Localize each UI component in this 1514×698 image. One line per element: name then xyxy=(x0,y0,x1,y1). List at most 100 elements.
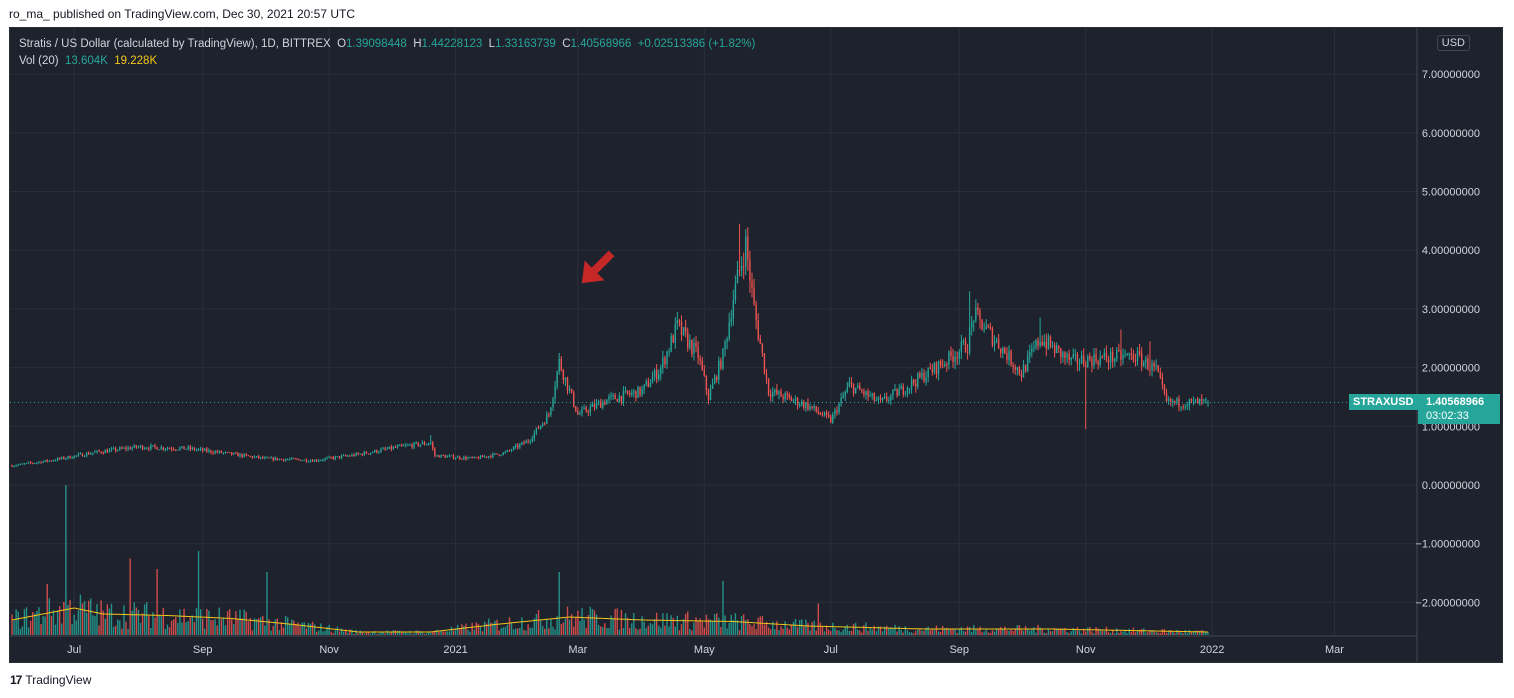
candle-body xyxy=(326,457,328,459)
candle-body xyxy=(347,455,349,457)
candle-body xyxy=(881,397,884,400)
volume-bar xyxy=(1095,627,1097,635)
volume-bar xyxy=(991,630,994,635)
volume-bar xyxy=(881,631,884,635)
volume-bar xyxy=(908,632,911,635)
volume-bar xyxy=(189,617,191,635)
candle-body xyxy=(915,383,917,387)
volume-bar xyxy=(396,631,399,635)
candle-body xyxy=(734,283,737,301)
candle-body xyxy=(137,446,140,448)
volume-bar xyxy=(44,616,46,635)
volume-bar xyxy=(185,622,187,635)
candle-body xyxy=(900,385,902,390)
candle-body xyxy=(568,389,571,391)
candle-body xyxy=(141,445,144,450)
candle-body xyxy=(29,462,32,464)
volume-bar xyxy=(212,620,214,635)
candle-body xyxy=(1033,347,1035,349)
volume-bar xyxy=(585,627,587,635)
volume-bar xyxy=(993,631,996,635)
volume-bar xyxy=(597,624,600,635)
volume-bar xyxy=(705,614,708,635)
volume-bar xyxy=(469,631,471,635)
candle-body xyxy=(299,459,301,461)
candle-body xyxy=(510,449,513,451)
volume-bar xyxy=(838,630,840,635)
volume-bar xyxy=(293,620,295,635)
volume-bar xyxy=(896,631,898,635)
volume-bar xyxy=(803,626,805,635)
candle-body xyxy=(150,445,152,450)
volume-bar xyxy=(297,622,299,635)
volume-bar xyxy=(220,619,223,635)
volume-label[interactable]: Vol (20) xyxy=(19,55,59,67)
volume-bar xyxy=(376,634,378,635)
volume-bar xyxy=(233,624,235,635)
volume-bar xyxy=(788,629,790,635)
candle-body xyxy=(1072,354,1074,358)
volume-bar xyxy=(724,615,726,635)
candlestick-chart[interactable]: −2.00000000 −1.00000000 0.00000000 1.000000… xyxy=(10,28,1503,663)
candle-body xyxy=(819,412,822,415)
candle-body xyxy=(471,457,473,459)
volume-bar xyxy=(1045,632,1048,635)
volume-bar xyxy=(1047,629,1050,635)
candle-body xyxy=(570,389,573,393)
candle-body xyxy=(56,458,59,461)
symbol-title[interactable]: Stratis / US Dollar (calculated by Tradi… xyxy=(19,38,331,50)
volume-bar xyxy=(1151,630,1153,635)
candle-body xyxy=(641,389,643,395)
volume-bar xyxy=(19,628,21,635)
x-tick-label: 2021 xyxy=(443,644,467,656)
candle-body xyxy=(400,444,403,446)
candle-body xyxy=(1174,400,1176,403)
volume-bar xyxy=(823,631,826,635)
volume-bar xyxy=(927,626,929,635)
candle-body xyxy=(912,379,915,384)
volume-bar xyxy=(573,626,575,635)
volume-bar xyxy=(316,631,318,635)
volume-bar xyxy=(450,626,453,635)
volume-bar xyxy=(720,626,722,635)
candle-body xyxy=(42,461,44,463)
candle-body xyxy=(517,445,519,448)
candle-body xyxy=(1124,354,1126,356)
volume-bar xyxy=(902,632,904,635)
volume-bar xyxy=(537,610,540,635)
candle-body xyxy=(1151,363,1153,371)
candle-body xyxy=(500,454,502,456)
volume-bar xyxy=(1000,627,1002,635)
volume-bar xyxy=(674,626,676,635)
candle-body xyxy=(796,398,799,406)
volume-bar xyxy=(544,628,546,635)
candle-body xyxy=(440,454,442,458)
candle-body xyxy=(119,447,121,450)
candle-body xyxy=(1055,345,1058,354)
volume-bar xyxy=(983,631,985,635)
candle-body xyxy=(666,351,668,365)
candle-body xyxy=(859,385,861,391)
volume-bar xyxy=(48,598,51,635)
candle-body xyxy=(1053,345,1056,354)
volume-bar xyxy=(183,608,185,635)
volume-bar xyxy=(786,627,788,635)
candle-body xyxy=(873,393,875,401)
candle-body xyxy=(423,442,426,445)
candle-body xyxy=(286,459,289,461)
tradingview-brand[interactable]: TradingView xyxy=(25,673,92,687)
volume-bar xyxy=(61,623,63,635)
volume-bar xyxy=(633,612,635,635)
candle-body xyxy=(904,393,907,395)
volume-bar xyxy=(1182,633,1184,635)
currency-button[interactable]: USD xyxy=(1436,35,1470,51)
legend-price-row: Stratis / US Dollar (calculated by Tradi… xyxy=(19,36,755,53)
volume-bar xyxy=(981,632,983,635)
volume-bar xyxy=(1122,631,1124,635)
volume-bar xyxy=(492,623,494,635)
volume-bar xyxy=(888,627,890,635)
candle-body xyxy=(143,448,146,450)
chart-panel[interactable]: −2.00000000 −1.00000000 0.00000000 1.000000… xyxy=(9,27,1503,663)
candle-body xyxy=(36,462,38,464)
legend-volume-row: Vol (20) 13.604K 19.228K xyxy=(19,53,755,70)
